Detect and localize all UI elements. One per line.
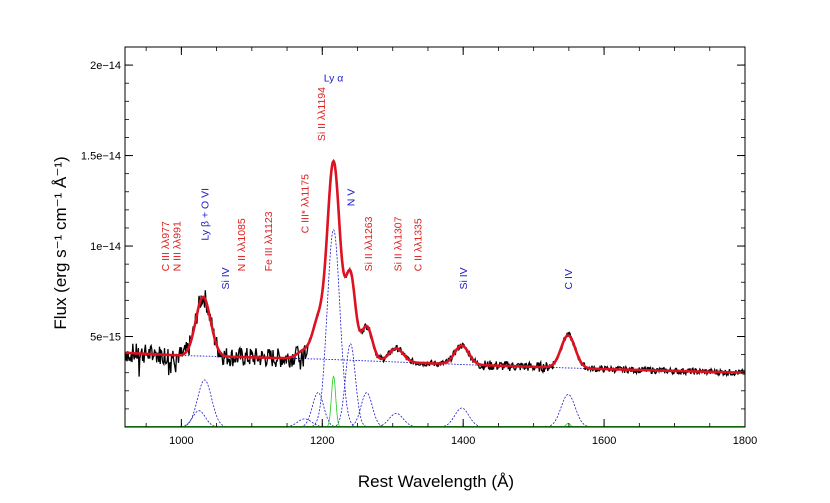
component-10 — [323, 375, 345, 428]
x-tick-label: 1200 — [310, 435, 334, 447]
line-label-2: Ly β + O VI — [200, 188, 212, 241]
y-tick-label: 2e−14 — [90, 60, 121, 72]
line-label-14: C II λλ1335 — [412, 218, 424, 271]
line-label-1: N V — [345, 189, 357, 207]
component-6 — [338, 392, 395, 428]
line-labels: Ly α N V Ly β + O VI Si IV Si IV C IV C III λλ… — [160, 72, 575, 289]
line-label-12: Si II λλ1263 — [363, 216, 375, 271]
component-4 — [301, 229, 366, 428]
line-label-4: Si IV — [458, 267, 470, 289]
y-tick-label: 1.5e−14 — [81, 151, 121, 163]
axes: 1000 1200 1400 1600 1800 5e−15 1e−14 1.5e−14 2e−… — [81, 46, 757, 447]
gaussian-components — [125, 229, 745, 428]
series-model-fit — [125, 158, 745, 374]
component-8 — [426, 407, 497, 428]
x-tick-label: 1600 — [592, 435, 616, 447]
line-label-13: Si II λλ1307 — [393, 216, 405, 271]
line-label-0: Ly α — [324, 72, 344, 84]
x-tick-label: 1800 — [733, 435, 757, 447]
line-label-6: C III λλ977 — [160, 221, 172, 271]
component-0 — [169, 379, 240, 428]
x-axis-label: Rest Wavelength (Å) — [358, 472, 514, 491]
component-7 — [361, 413, 432, 428]
line-label-7: N III λλ991 — [171, 221, 183, 271]
line-label-10: C III* λλ1175 — [300, 174, 312, 233]
y-tick-label: 1e−14 — [90, 241, 121, 253]
line-label-8: N II λλ1085 — [236, 218, 248, 271]
plot-frame — [124, 46, 746, 428]
y-tick-label: 5e−15 — [90, 332, 121, 344]
observed-spectrum — [124, 160, 746, 378]
line-label-3: Si IV — [220, 267, 232, 289]
model-fit — [125, 158, 745, 374]
y-axis-label: Flux (erg s⁻¹ cm⁻¹ Å⁻¹) — [51, 156, 70, 329]
line-label-9: Fe III λλ1123 — [263, 211, 275, 271]
line-label-5: C IV — [563, 269, 575, 289]
component-9 — [532, 393, 604, 428]
x-tick-label: 1000 — [169, 435, 193, 447]
series-observed-spectrum — [124, 160, 746, 378]
x-tick-label: 1400 — [451, 435, 475, 447]
component-5 — [325, 343, 376, 428]
line-label-11: Si II λλ1194 — [316, 87, 328, 141]
